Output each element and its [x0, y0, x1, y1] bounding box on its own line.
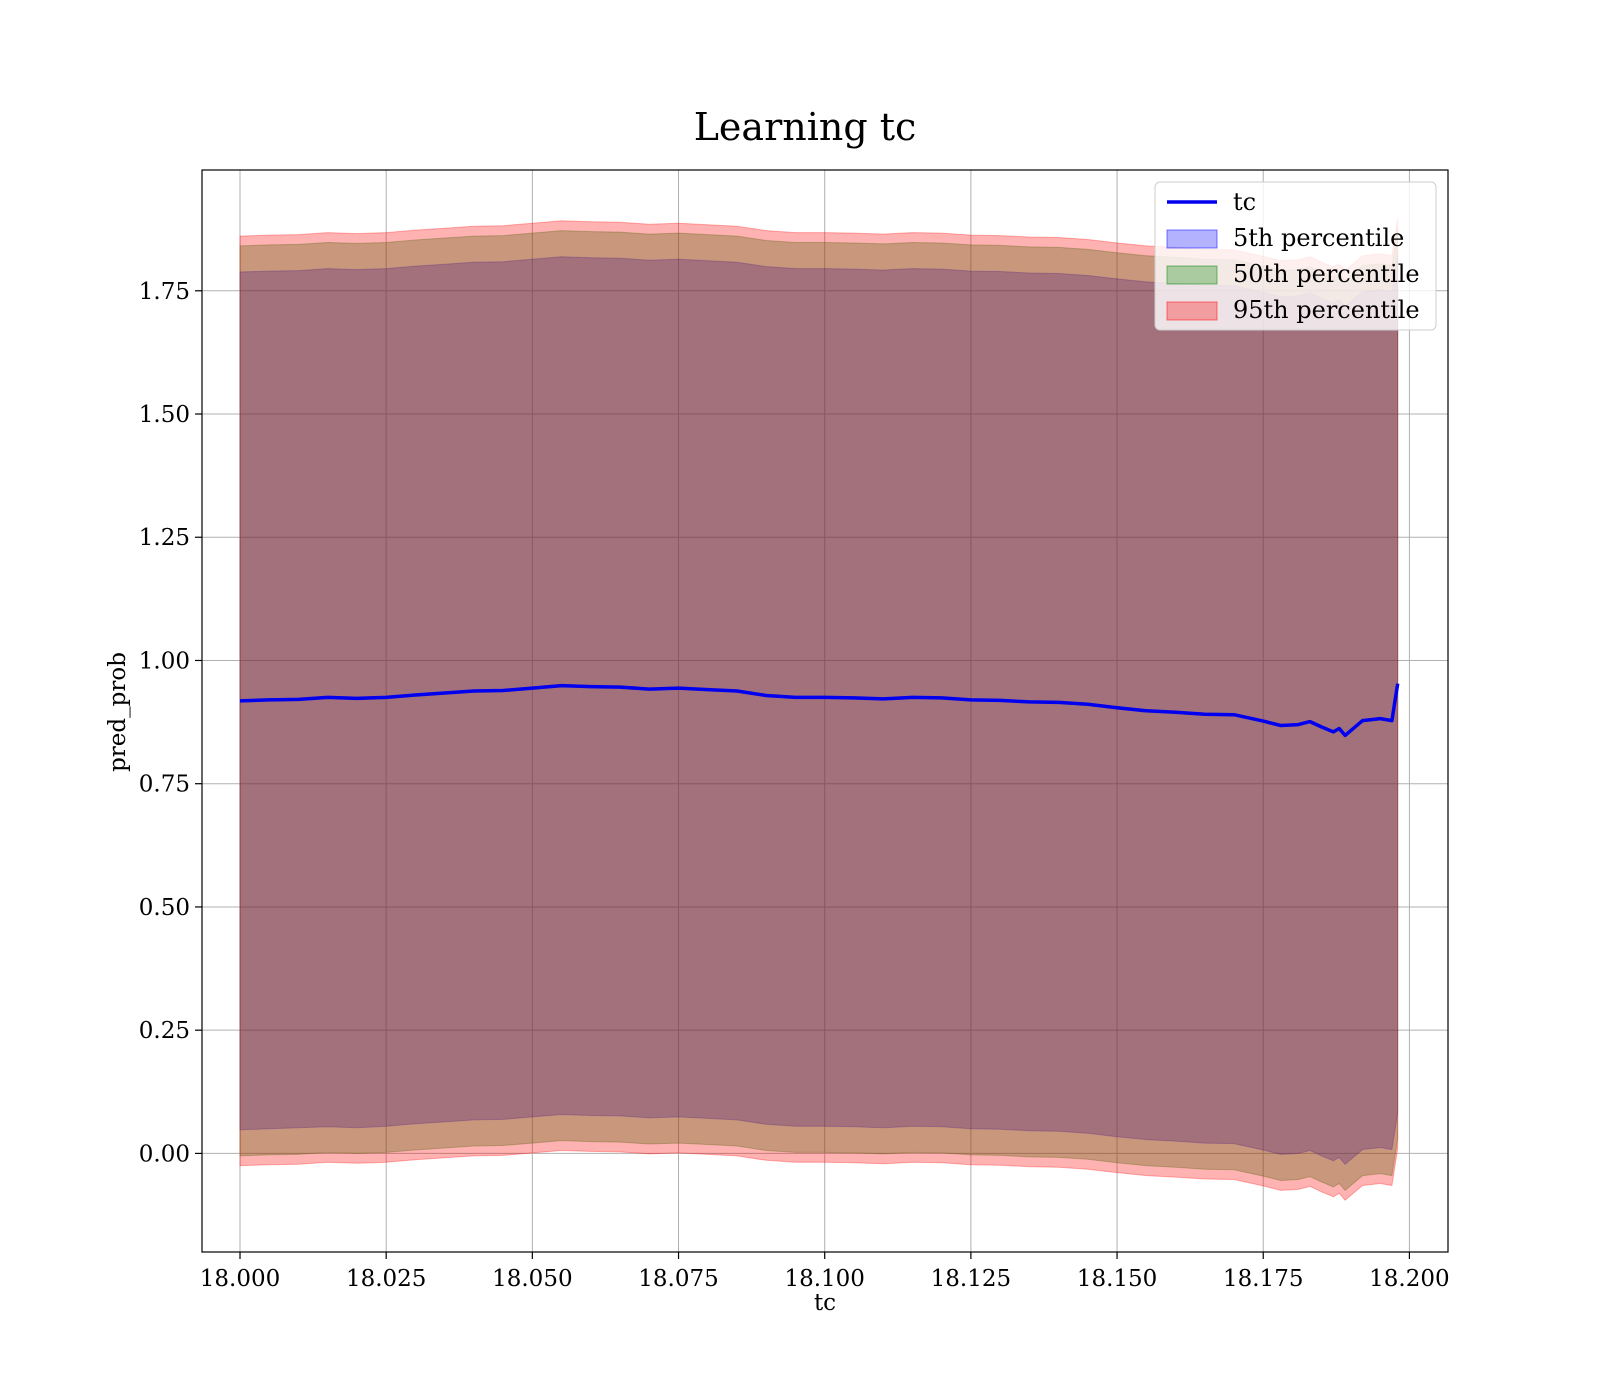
y-axis-ticks: 0.00 0.25 0.50 0.75 1.00 1.25 1.50 1.75	[139, 279, 202, 1167]
legend: tc 5th percentile 50th percentile 95th perc…	[1154, 181, 1437, 331]
5th-percentile-band	[239, 254, 1399, 1166]
x-tick-label: 18.150	[1077, 1266, 1157, 1292]
percentile-bands	[239, 218, 1399, 1201]
x-axis-label: tc	[814, 1290, 836, 1316]
x-tick-label: 18.125	[931, 1266, 1011, 1292]
x-tick-label: 18.100	[784, 1266, 864, 1292]
y-tick-label: 0.75	[139, 772, 190, 798]
x-tick-label: 18.000	[200, 1266, 280, 1292]
50th-percentile-band	[239, 228, 1399, 1192]
legend-entry: tc	[1233, 188, 1256, 216]
y-tick-label: 1.50	[139, 402, 190, 428]
y-axis-label: pred_prob	[105, 652, 131, 772]
y-tick-label: 0.50	[139, 895, 190, 921]
legend-swatch	[1166, 265, 1218, 285]
95th-percentile-band	[239, 218, 1399, 1201]
y-tick-label: 1.75	[139, 279, 190, 305]
legend-swatch	[1166, 229, 1218, 249]
y-tick-label: 1.00	[139, 648, 190, 674]
grid-lines	[202, 170, 1448, 1252]
chart-title: Learning tc	[694, 105, 917, 149]
legend-entry: 5th percentile	[1233, 224, 1404, 252]
legend-entry: 95th percentile	[1233, 296, 1420, 324]
x-axis-ticks: 18.000 18.025 18.050 18.075 18.100 18.125 18.1…	[200, 1252, 1450, 1292]
legend-entry: 50th percentile	[1233, 260, 1420, 288]
x-tick-label: 18.050	[492, 1266, 572, 1292]
x-tick-label: 18.075	[638, 1266, 718, 1292]
tc-line	[239, 683, 1400, 738]
legend-box	[1154, 181, 1437, 331]
y-tick-label: 0.00	[139, 1141, 190, 1167]
x-tick-label: 18.025	[346, 1266, 426, 1292]
series-lines	[239, 683, 1400, 738]
y-tick-label: 1.25	[139, 525, 190, 551]
y-tick-label: 0.25	[139, 1018, 190, 1044]
legend-swatch	[1166, 301, 1218, 321]
x-tick-label: 18.200	[1369, 1266, 1449, 1292]
x-tick-label: 18.175	[1223, 1266, 1303, 1292]
